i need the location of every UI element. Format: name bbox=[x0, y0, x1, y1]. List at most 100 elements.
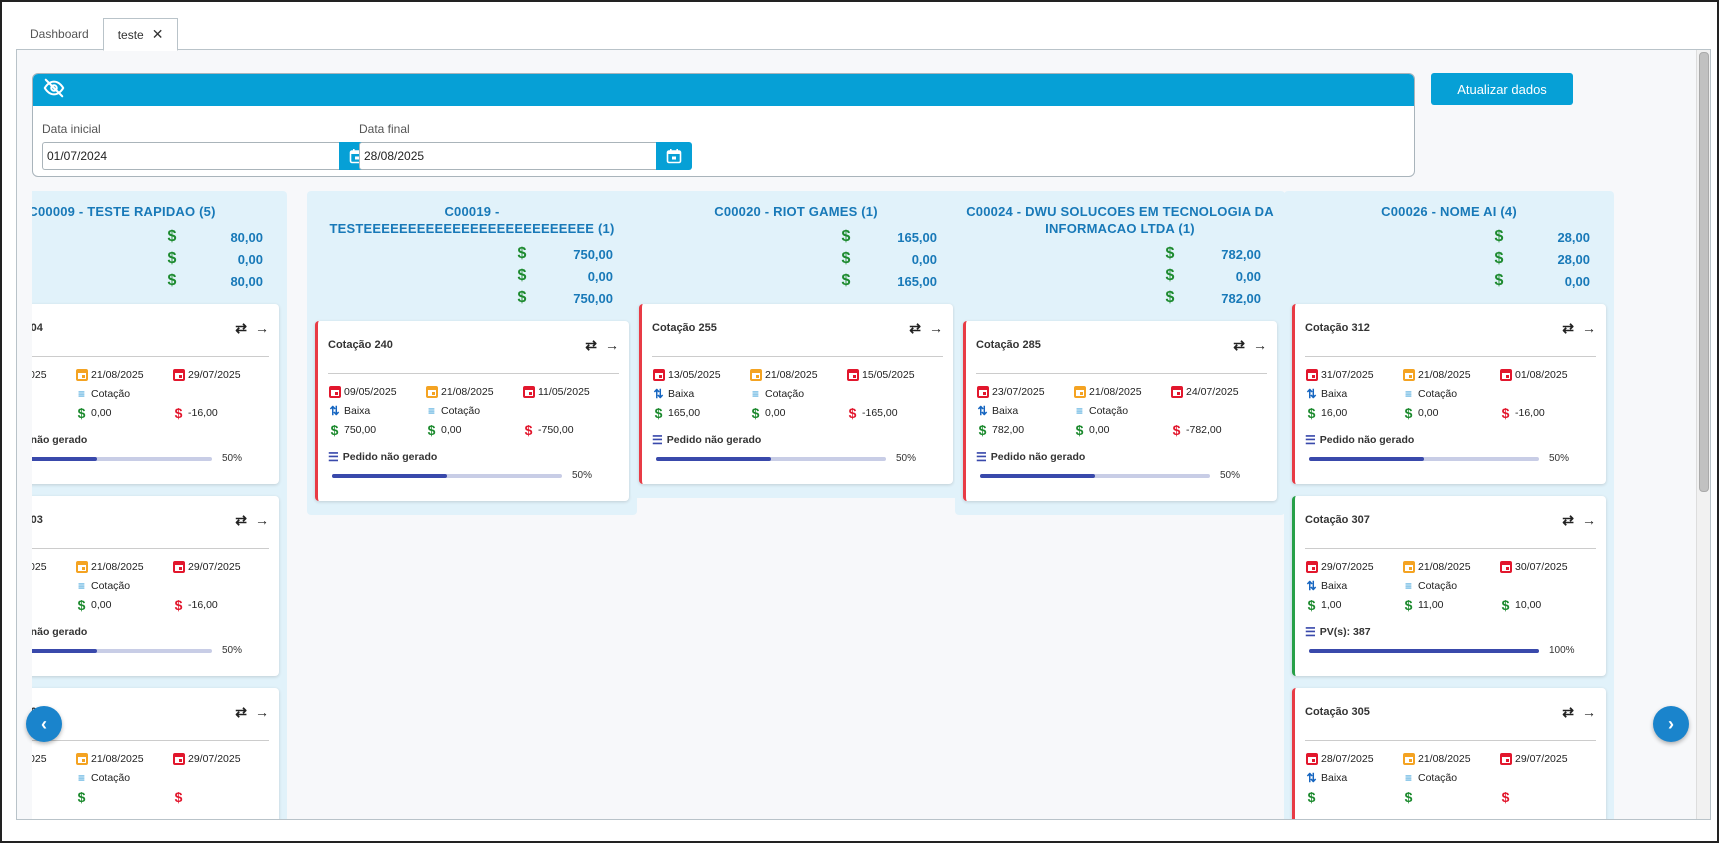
date-start: 18/07/2025 bbox=[32, 369, 47, 381]
calendar-icon bbox=[172, 753, 185, 766]
progress-fill bbox=[32, 648, 97, 653]
filter-icon: ≡ bbox=[1404, 771, 1412, 785]
date-reference: 21/08/2025 bbox=[91, 561, 144, 573]
column-totals: $750,00 $0,00 $750,00 bbox=[317, 243, 627, 309]
kanban-column: C00026 - NOME AI (4) $28,00 $28,00 $0,00 Cot… bbox=[1284, 191, 1614, 819]
kanban-column: C00024 - DWU SOLUCOES EM TECNOLOGIA DA I… bbox=[955, 191, 1285, 515]
calendar-icon bbox=[75, 561, 88, 574]
kanban-column: C00019 - TESTEEEEEEEEEEEEEEEEEEEEEEEEEE … bbox=[307, 191, 637, 515]
column-title: C00019 - TESTEEEEEEEEEEEEEEEEEEEEEEEEEE … bbox=[329, 204, 615, 236]
date-end: 29/07/2025 bbox=[188, 753, 241, 765]
filter-header[interactable] bbox=[33, 74, 1414, 106]
filter-icon: ≡ bbox=[751, 387, 759, 401]
quote-card[interactable]: Cotação 304 ⇄ → 18/07/2025 21/08/2025 29/07/2… bbox=[32, 304, 279, 484]
calendar-icon[interactable] bbox=[656, 142, 692, 170]
kanban-board: C00009 - TESTE RAPIDAO (5) $80,00 $0,00 $80… bbox=[32, 191, 1692, 819]
date-reference: 21/08/2025 bbox=[91, 753, 144, 765]
swap-icon[interactable]: ⇄ bbox=[1562, 703, 1574, 720]
arrow-right-icon[interactable]: → bbox=[255, 704, 269, 720]
update-data-button[interactable]: Atualizar dados bbox=[1431, 73, 1573, 105]
swap-icon[interactable]: ⇄ bbox=[235, 319, 247, 336]
order-status: Pedido não gerado bbox=[990, 451, 1086, 463]
dollar-icon: $ bbox=[174, 597, 183, 613]
arrow-right-icon[interactable]: → bbox=[929, 320, 943, 336]
dollar-icon: $ bbox=[174, 789, 183, 805]
swap-icon[interactable]: ⇄ bbox=[1562, 319, 1574, 336]
dollar-icon: $ bbox=[1165, 289, 1175, 306]
card-title: Cotação 304 bbox=[32, 322, 43, 334]
quote-card[interactable]: Cotação 302⇄→18/07/202521/08/202529/07/2… bbox=[32, 688, 279, 819]
dollar-icon: $ bbox=[77, 405, 86, 421]
progress-fill bbox=[980, 473, 1095, 478]
scroll-right-button[interactable]: › bbox=[1653, 706, 1689, 742]
swap-icon[interactable]: ⇄ bbox=[235, 511, 247, 528]
quote-card[interactable]: Cotação 305 ⇄ → 28/07/2025 21/08/2025 29/07/2… bbox=[1292, 688, 1606, 819]
column-totals: $28,00 $28,00 $0,00 bbox=[1294, 226, 1604, 292]
tab-teste[interactable]: teste ✕ bbox=[102, 18, 179, 51]
date-end: 29/07/2025 bbox=[188, 369, 241, 381]
total-amount: 0,00 bbox=[911, 251, 937, 267]
arrow-right-icon[interactable]: → bbox=[1253, 337, 1267, 353]
card-title: Cotação 240 bbox=[328, 339, 393, 351]
start-date-input[interactable] bbox=[42, 142, 339, 170]
value-3: -750,00 bbox=[538, 424, 574, 436]
progress-percent: 50% bbox=[1220, 470, 1241, 481]
sort-arrows-icon: ⇅ bbox=[329, 404, 340, 418]
calendar-icon bbox=[1305, 369, 1318, 382]
arrow-right-icon[interactable]: → bbox=[255, 320, 269, 336]
total-amount: 0,00 bbox=[237, 251, 263, 267]
value-1: 750,00 bbox=[344, 424, 377, 436]
scroll-left-button[interactable]: ‹ bbox=[26, 706, 62, 742]
dollar-icon: $ bbox=[1307, 597, 1316, 613]
list-icon: ☰ bbox=[976, 450, 987, 464]
swap-icon[interactable]: ⇄ bbox=[585, 336, 597, 353]
quote-card[interactable]: Cotação 312 ⇄ → 31/07/2025 21/08/2025 01/08/2… bbox=[1292, 304, 1606, 484]
divider bbox=[1305, 356, 1596, 357]
date-end: 11/05/2025 bbox=[538, 386, 590, 398]
calendar-icon bbox=[328, 386, 341, 399]
vertical-scrollbar[interactable] bbox=[1696, 50, 1710, 819]
date-reference: 21/08/2025 bbox=[1418, 561, 1471, 573]
divider bbox=[652, 356, 943, 357]
dollar-icon: $ bbox=[1494, 250, 1504, 267]
quote-card[interactable]: Cotação 303 ⇄ → 18/07/2025 21/08/2025 29/07/2… bbox=[32, 496, 279, 676]
arrow-right-icon[interactable]: → bbox=[255, 512, 269, 528]
total-row: $165,00 bbox=[641, 226, 951, 248]
value-2: 0,00 bbox=[1418, 407, 1439, 419]
card-type: Baixa bbox=[344, 405, 371, 417]
quote-card[interactable]: Cotação 255 ⇄ → 13/05/2025 21/08/2025 15/05/2… bbox=[639, 304, 953, 484]
swap-icon[interactable]: ⇄ bbox=[1233, 336, 1245, 353]
arrow-right-icon[interactable]: → bbox=[605, 337, 619, 353]
dollar-icon: $ bbox=[1075, 422, 1084, 438]
eye-off-icon[interactable] bbox=[43, 77, 65, 104]
scrollbar-thumb[interactable] bbox=[1699, 52, 1709, 492]
card-type: Baixa bbox=[668, 388, 695, 400]
value-2: 0,00 bbox=[91, 407, 112, 419]
dollar-icon: $ bbox=[1404, 405, 1413, 421]
swap-icon[interactable]: ⇄ bbox=[1562, 511, 1574, 528]
end-date-input[interactable] bbox=[359, 142, 656, 170]
swap-icon[interactable]: ⇄ bbox=[235, 703, 247, 720]
calendar-icon bbox=[749, 369, 762, 382]
arrow-right-icon[interactable]: → bbox=[1582, 512, 1596, 528]
quote-card[interactable]: Cotação 285 ⇄ → 23/07/2025 21/08/2025 24/07/2… bbox=[963, 321, 1277, 501]
dollar-icon: $ bbox=[77, 789, 86, 805]
close-icon[interactable]: ✕ bbox=[151, 26, 164, 42]
quote-card[interactable]: Cotação 240 ⇄ → 09/05/2025 21/08/2025 11/05/2… bbox=[315, 321, 629, 501]
quote-card[interactable]: Cotação 307 ⇄ → 29/07/2025 21/08/2025 30/07/2… bbox=[1292, 496, 1606, 676]
dollar-icon: $ bbox=[1165, 267, 1175, 284]
value-1: 782,00 bbox=[992, 424, 1025, 436]
tab-dashboard[interactable]: Dashboard bbox=[16, 18, 103, 50]
dollar-icon: $ bbox=[427, 422, 436, 438]
arrow-right-icon[interactable]: → bbox=[1582, 704, 1596, 720]
dollar-icon: $ bbox=[517, 267, 527, 284]
date-start: 18/07/2025 bbox=[32, 753, 47, 765]
arrow-right-icon[interactable]: → bbox=[1582, 320, 1596, 336]
progress-fill bbox=[656, 456, 771, 461]
divider bbox=[32, 740, 269, 741]
column-totals: $165,00 $0,00 $165,00 bbox=[641, 226, 951, 292]
swap-icon[interactable]: ⇄ bbox=[909, 319, 921, 336]
date-end: 15/05/2025 bbox=[862, 369, 915, 381]
dollar-icon: $ bbox=[1404, 789, 1413, 805]
total-row: $0,00 bbox=[965, 265, 1275, 287]
